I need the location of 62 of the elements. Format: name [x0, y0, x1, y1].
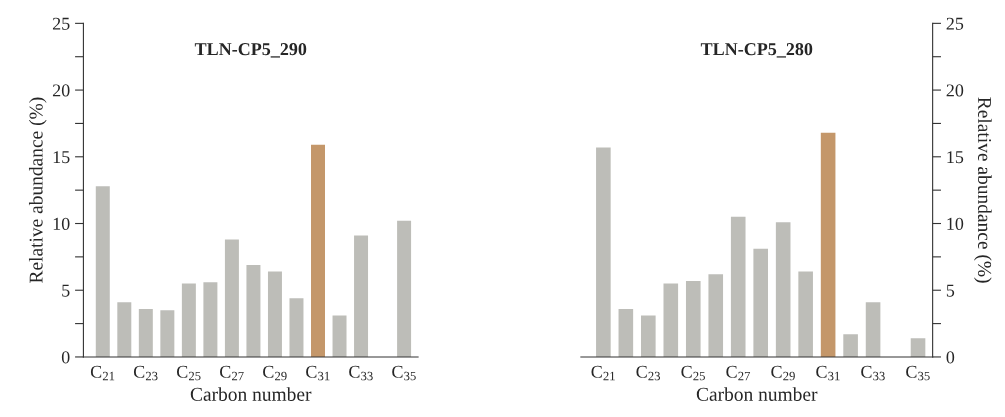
- text: TLN-CP5_290: [194, 43, 307, 58]
- bar: [910, 338, 926, 357]
- bar: [775, 222, 791, 357]
- x-tick-label: C$_{29}$: [771, 365, 795, 381]
- bar: [798, 271, 813, 357]
- text: TLN-CP5_280: [700, 43, 813, 58]
- x-tick-label: C$_{29}$: [263, 365, 287, 381]
- bar: [865, 302, 881, 357]
- y-axis-title: Relative abundance (%): [28, 97, 47, 283]
- bar: [685, 280, 701, 357]
- bar: [618, 308, 634, 357]
- bar: [311, 144, 325, 357]
- x-tick-label: C$_{23}$: [636, 365, 661, 381]
- bar: [730, 216, 746, 357]
- x-tick-label: C$_{33}$: [861, 365, 885, 381]
- bar: [397, 220, 412, 357]
- y2-tick-label: 15: [947, 151, 964, 164]
- x-tick-label: C$_{21}$: [90, 365, 115, 381]
- bar: [641, 315, 656, 357]
- y2-tick-label: 5: [946, 284, 955, 297]
- y2-tick-label: 10: [947, 217, 964, 230]
- bar: [663, 283, 679, 357]
- bar: [117, 302, 132, 357]
- x-axis-title: Carbon number: [190, 387, 312, 401]
- bar: [753, 248, 768, 357]
- y-tick-label: 15: [53, 151, 70, 164]
- bar: [203, 282, 218, 357]
- y-tick-label: 5: [62, 284, 70, 297]
- bar: [289, 298, 304, 357]
- bar: [354, 235, 369, 357]
- y-tick-label: 0: [61, 351, 70, 364]
- bar: [820, 132, 836, 357]
- y2-axis-title: Relative abundance (%): [974, 97, 992, 283]
- x-tick-label: C$_{27}$: [726, 365, 751, 381]
- y-tick-label: 10: [53, 217, 70, 230]
- x-tick-label: C$_{25}$: [681, 365, 705, 381]
- y2-tick-label: 20: [946, 84, 964, 97]
- bar: [181, 283, 196, 357]
- bar: [95, 186, 110, 357]
- x-tick-label: C$_{27}$: [220, 365, 244, 381]
- x-tick-label: C$_{33}$: [349, 365, 373, 381]
- x-tick-label: C$_{21}$: [591, 365, 615, 381]
- bar: [708, 274, 724, 357]
- x-axis-title: Carbon number: [696, 387, 818, 401]
- x-tick-label: C$_{31}$: [816, 365, 840, 381]
- x-tick-label: C$_{35}$: [906, 365, 930, 381]
- y-tick-label: 20: [52, 84, 70, 97]
- x-tick-label: C$_{35}$: [392, 365, 416, 381]
- x-tick-label: C$_{23}$: [133, 365, 158, 381]
- x-tick-label: C$_{25}$: [176, 365, 201, 381]
- bar: [596, 147, 611, 357]
- bar: [138, 308, 153, 357]
- bar: [332, 315, 347, 357]
- y2-tick-label: 0: [946, 351, 955, 364]
- bar: [267, 271, 282, 357]
- bar: [843, 334, 858, 357]
- bar: [160, 310, 175, 357]
- x-tick-label: C$_{31}$: [306, 365, 330, 381]
- y2-tick-label: 25: [946, 17, 964, 30]
- bar: [246, 264, 261, 357]
- y-tick-label: 25: [52, 17, 70, 30]
- bar: [224, 239, 239, 357]
